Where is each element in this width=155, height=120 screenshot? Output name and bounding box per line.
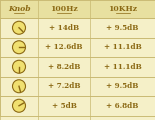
Text: + 14dB: + 14dB (49, 24, 79, 32)
Bar (0, 57, 155, 77)
Bar (0, 0, 155, 18)
Text: + 12.6dB: + 12.6dB (45, 43, 83, 51)
Text: + 9.5dB: + 9.5dB (106, 82, 139, 90)
Text: 100Hz: 100Hz (50, 5, 78, 13)
Bar (0, 18, 155, 37)
Circle shape (13, 41, 26, 54)
Circle shape (13, 80, 26, 93)
Circle shape (13, 60, 26, 73)
Text: 10KHz: 10KHz (108, 5, 137, 13)
Bar (0, 77, 155, 96)
Text: + 8.2dB: + 8.2dB (48, 63, 80, 71)
Circle shape (13, 21, 26, 34)
Text: + 11.1dB: + 11.1dB (104, 43, 141, 51)
Bar (0, 96, 155, 115)
Text: Knob: Knob (8, 5, 30, 13)
Circle shape (13, 99, 26, 112)
Text: + 11.1dB: + 11.1dB (104, 63, 141, 71)
Bar (0, 37, 155, 57)
Text: + 7.2dB: + 7.2dB (48, 82, 80, 90)
Text: + 5dB: + 5dB (52, 102, 76, 110)
Text: + 6.8dB: + 6.8dB (106, 102, 139, 110)
Text: + 9.5dB: + 9.5dB (106, 24, 139, 32)
